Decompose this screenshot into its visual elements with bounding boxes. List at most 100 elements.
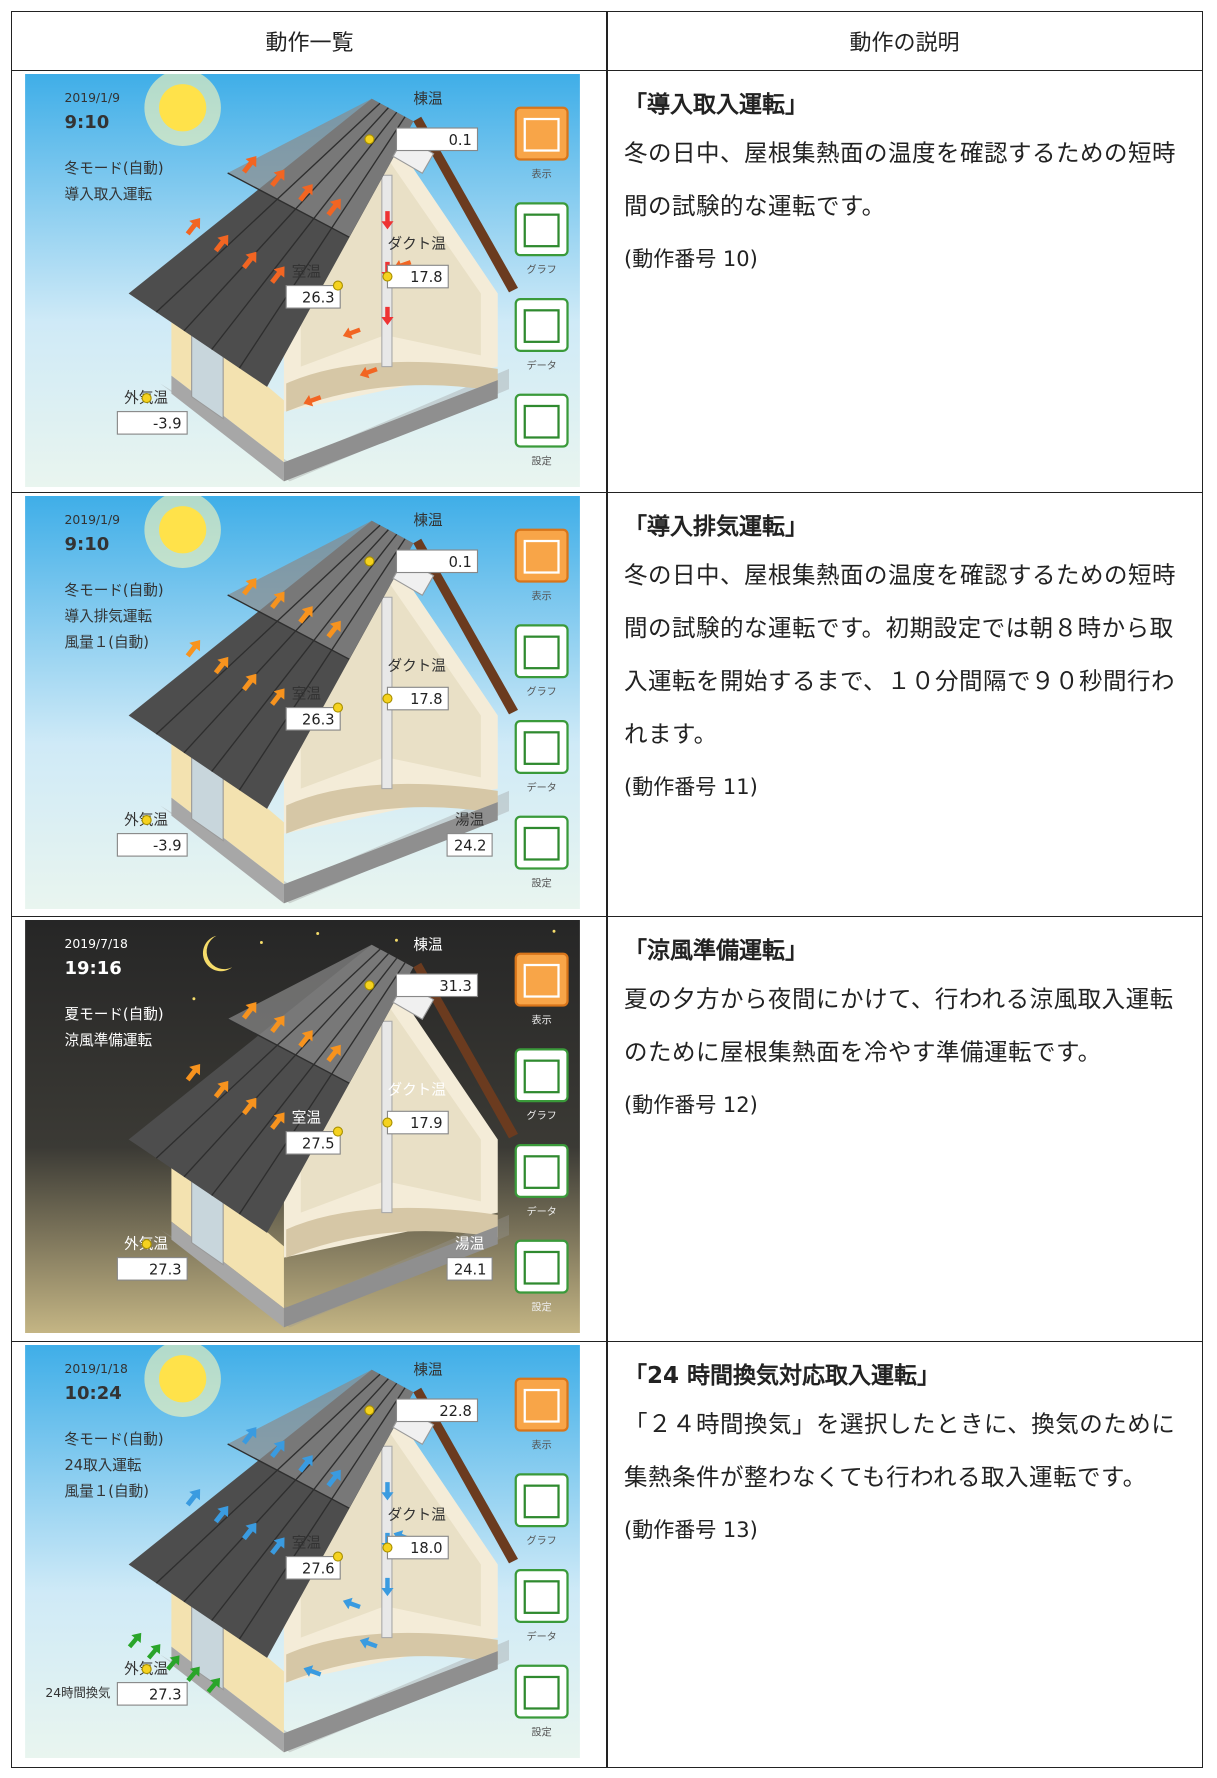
menu-button <box>514 202 569 257</box>
time: 19:16 <box>64 958 121 979</box>
duct-temp-value: 18.0 <box>410 1540 443 1557</box>
menu-button <box>514 528 569 583</box>
roof-seam <box>227 594 350 660</box>
menu-icon <box>523 1388 560 1423</box>
flow-arrow <box>359 1637 378 1649</box>
menu-button-label: データ <box>526 781 556 794</box>
sensor-dot <box>364 134 375 145</box>
roof-seam <box>155 1373 381 1584</box>
menu-button-label: 設定 <box>532 1301 552 1313</box>
outdoor-temp-value: 27.3 <box>149 1686 182 1703</box>
menu-button <box>514 1048 569 1103</box>
status-line: 夏モード(自動) <box>64 1006 163 1023</box>
menu-icon <box>523 963 560 998</box>
image-cell: 2019/1/18 10:24 冬モード(自動) 24取入運転 風量１(自動) 棟温 22.… <box>11 1341 608 1768</box>
description-title: 「24 時間換気対応取入運転」 <box>624 1363 941 1389</box>
wall-base <box>283 802 498 904</box>
room-temp-box <box>285 707 341 731</box>
room-temp-label: 室温 <box>292 1535 322 1552</box>
flow-arrow <box>270 169 285 188</box>
roof-glass <box>227 98 414 238</box>
operation-panel: 2019/1/9 9:10 冬モード(自動) 導入取入運転 棟温 0.1 室温 26.3 ダクト… <box>25 74 580 487</box>
room-temp-label: 室温 <box>292 1110 322 1127</box>
menu-button <box>514 952 569 1007</box>
flow-arrow <box>270 1015 285 1034</box>
hot-water-temp-label: 湯温 <box>455 1236 485 1253</box>
description-cell: 「導入排気運転」 冬の日中、屋根集熱面の温度を確認するための短時間の試験的な運転で… <box>606 492 1203 917</box>
ridge-temp-value: 0.1 <box>449 132 472 149</box>
operation-number: (動作番号 12) <box>624 1093 758 1117</box>
time: 9:10 <box>64 534 109 555</box>
outdoor-temp-value: 27.3 <box>149 1261 182 1278</box>
flow-arrow <box>127 1632 142 1649</box>
description-cell: 「24 時間換気対応取入運転」「２４時間換気」を選択したときに、換気のために集熱… <box>606 1341 1203 1768</box>
hot-water-temp-label: 湯温 <box>455 812 485 829</box>
flow-arrow <box>342 327 361 339</box>
status-line: 冬モード(自動) <box>64 160 163 177</box>
menu-button <box>514 815 569 870</box>
room-temp-value: 26.3 <box>302 289 335 306</box>
header-text: 動作一覧 <box>265 31 354 56</box>
sensor-dot <box>141 815 152 826</box>
roof-edge <box>413 116 519 293</box>
description-text: 冬の日中、屋根集熱面の温度を確認するための短時間の試験的な運転です。初期設定では… <box>624 561 1176 748</box>
sensor-dot <box>364 980 375 991</box>
roof-seam <box>155 948 381 1159</box>
sun <box>159 84 207 132</box>
room-temp-label: 室温 <box>292 264 322 281</box>
sensor-dot <box>332 280 344 291</box>
floor <box>286 1632 498 1683</box>
outdoor-temp-value: -3.9 <box>153 415 182 432</box>
moon <box>202 935 233 972</box>
menu-icon <box>523 1675 560 1710</box>
menu-button-label: グラフ <box>526 685 556 698</box>
star <box>192 997 196 1001</box>
description-title: 「涼風準備運転」 <box>624 938 808 964</box>
flow-arrow <box>381 306 394 326</box>
roof-seam <box>227 172 350 238</box>
status-line: 24取入運転 <box>64 1457 141 1474</box>
duct-temp-value: 17.8 <box>410 269 443 286</box>
description-cell: 「導入取入運転」 冬の日中、屋根集熱面の温度を確認するための短時間の試験的な運転で… <box>606 70 1203 493</box>
flow-arrow <box>241 673 257 692</box>
roof-seam <box>183 107 389 332</box>
ridge-temp-label: 棟温 <box>413 90 443 107</box>
flow-arrow <box>206 1677 221 1694</box>
duct-temp-label: ダクト温 <box>387 1506 446 1523</box>
flow-arrow <box>342 1597 361 1610</box>
description-text: 冬の日中、屋根集熱面の温度を確認するための短時間の試験的な運転です。 <box>624 139 1176 220</box>
sensor-dot <box>364 556 375 567</box>
outdoor-temp-box <box>116 833 188 857</box>
flow-arrow <box>359 366 378 379</box>
flow-arrow <box>241 1427 257 1445</box>
duct-temp-value: 17.9 <box>410 1115 443 1132</box>
sensor-dot <box>332 1126 344 1137</box>
flow-arrow <box>166 1655 180 1671</box>
image-cell: 2019/7/18 19:16 夏モード(自動) 涼風準備運転 棟温 31.3 室温 27.5… <box>11 916 608 1342</box>
menu-icon <box>523 539 560 574</box>
sensor-dot <box>141 1239 152 1250</box>
menu-icon <box>523 1250 560 1285</box>
ridge-temp-box <box>395 127 479 152</box>
outdoor-temp-value: -3.9 <box>153 837 182 854</box>
ridge-temp-label: 棟温 <box>413 512 443 529</box>
sensor-dot <box>332 702 344 713</box>
description-text: 「２４時間換気」を選択したときに、換気のために集熱条件が整わなくても行われる取入… <box>624 1410 1176 1491</box>
menu-button-label: 設定 <box>532 455 552 467</box>
header-cell: 動作の説明 <box>606 11 1203 71</box>
flow-arrow <box>298 1455 313 1473</box>
room-temp-value: 26.3 <box>302 711 335 728</box>
header-text: 動作の説明 <box>849 31 960 56</box>
status-line: 冬モード(自動) <box>64 1431 163 1448</box>
menu-icon <box>523 213 560 248</box>
flow-arrow <box>270 688 285 706</box>
roof-seam <box>238 116 406 369</box>
flow-arrow <box>303 394 322 407</box>
ridge-temp-box <box>395 549 479 574</box>
ridge-temp-label: 棟温 <box>413 1361 443 1378</box>
menu-icon <box>523 1484 560 1519</box>
ridge-temp-label: 棟温 <box>413 936 443 953</box>
menu-button-label: グラフ <box>526 263 556 276</box>
roof-seam <box>227 1443 350 1509</box>
flow-arrow <box>213 1080 229 1099</box>
